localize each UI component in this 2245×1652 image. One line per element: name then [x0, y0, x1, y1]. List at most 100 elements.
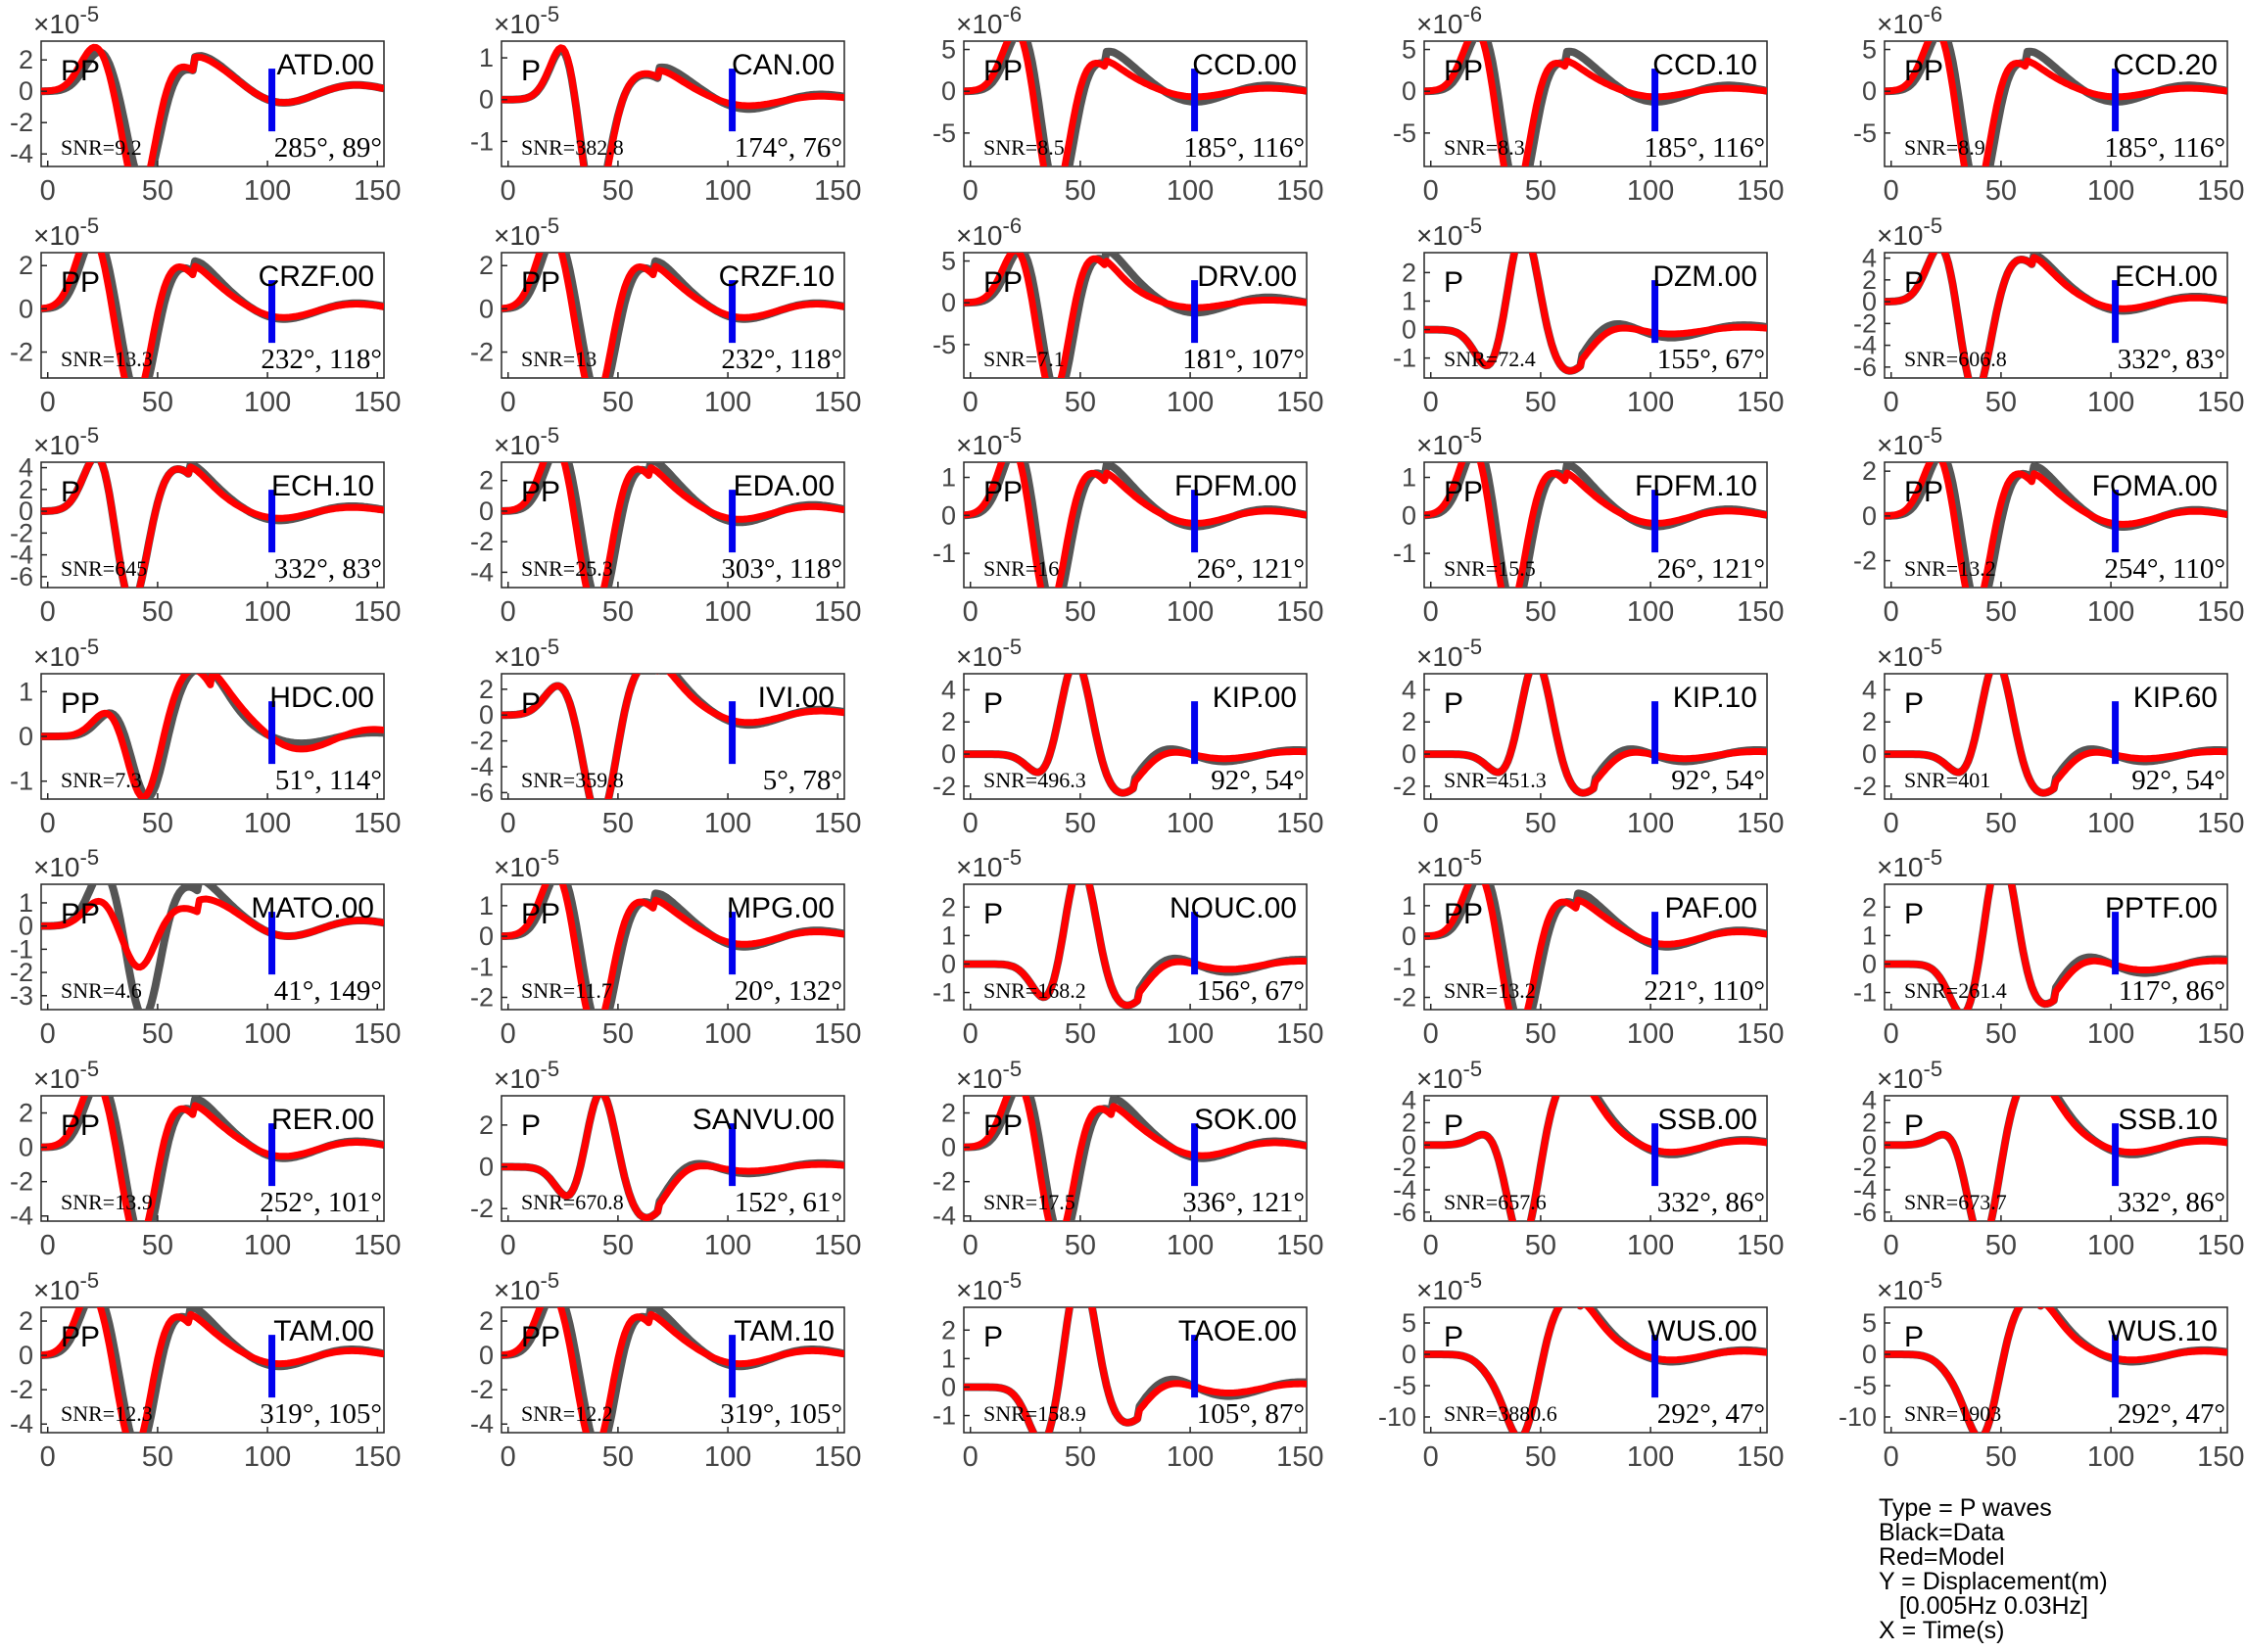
y-tick-label: 2	[1862, 456, 1877, 486]
x-tick-label: 0	[1884, 808, 1899, 839]
exponent-label: ×10-6	[1416, 2, 1482, 39]
y-tick-label: -3	[10, 981, 33, 1011]
phase-label: PP	[61, 1109, 100, 1142]
snr-label: SNR=657.6	[1444, 1190, 1547, 1214]
y-tick-label: 1	[941, 1344, 956, 1373]
x-tick-label: 0	[40, 1441, 56, 1473]
exponent-label: ×10-5	[1416, 845, 1482, 882]
y-tick-label: 2	[1402, 707, 1416, 736]
x-tick-label: 150	[2197, 808, 2244, 839]
exponent-label: ×10-5	[1877, 423, 1942, 460]
y-tick-label: -1	[10, 934, 33, 964]
x-tick-label: 100	[2087, 596, 2134, 628]
snr-label: SNR=13.9	[61, 1190, 153, 1214]
x-tick-label: 150	[2197, 1441, 2244, 1473]
x-tick-label: 100	[1627, 1230, 1674, 1261]
y-tick-label: -1	[470, 126, 494, 156]
x-tick-label: 100	[2087, 175, 2134, 207]
panel-frame	[1423, 1095, 1768, 1222]
snr-label: SNR=359.8	[521, 768, 624, 792]
x-tick-label: 150	[2197, 387, 2244, 418]
angles-label: 252°, 101°	[260, 1187, 382, 1218]
model-trace	[1885, 1096, 2227, 1221]
x-tick-label: 0	[1423, 1441, 1439, 1473]
angles-label: 181°, 107°	[1182, 344, 1305, 375]
legend-line: [0.005Hz 0.03Hz]	[1879, 1592, 2089, 1620]
angles-label: 332°, 86°	[1657, 1187, 1765, 1218]
phase-label: PP	[61, 1321, 100, 1353]
exponent-label: ×10-5	[33, 213, 99, 251]
x-tick-label: 0	[40, 1018, 56, 1050]
x-tick-label: 100	[1167, 1441, 1214, 1473]
angles-label: 292°, 47°	[2118, 1398, 2225, 1430]
y-tick-label: 2	[19, 1099, 33, 1128]
x-tick-label: 0	[963, 1441, 979, 1473]
y-tick-label: -2	[932, 772, 956, 801]
x-tick-label: 100	[2087, 387, 2134, 418]
x-tick-label: 50	[1065, 1018, 1096, 1050]
y-tick-label: -1	[470, 952, 494, 981]
y-tick-label: -2	[470, 527, 494, 556]
exponent-label: ×10-5	[494, 1057, 559, 1094]
panel-frame	[963, 461, 1308, 589]
x-tick-label: 0	[501, 1230, 516, 1261]
panel-tam-10: 0 50 100 150 2 0 -2 -4 ×10-5 PP TAM.10 SNR=12.2 319°…	[470, 1268, 861, 1473]
x-tick-label: 100	[1627, 1018, 1674, 1050]
x-tick-label: 150	[814, 175, 861, 207]
angles-label: 51°, 114°	[275, 765, 382, 796]
y-tick-label: 2	[941, 1099, 956, 1128]
x-tick-label: 100	[244, 1018, 291, 1050]
snr-label: SNR=168.2	[983, 978, 1086, 1003]
x-tick-label: 50	[1065, 1441, 1096, 1473]
exponent-label: ×10-5	[33, 2, 99, 39]
angles-label: 254°, 110°	[2104, 553, 2225, 585]
x-tick-label: 50	[142, 596, 173, 628]
x-tick-label: 100	[2087, 1018, 2134, 1050]
panel-frame	[40, 883, 385, 1011]
phase-label: PP	[983, 266, 1023, 299]
y-tick-label: 2	[1402, 258, 1416, 287]
y-tick-label: 2	[479, 1110, 494, 1140]
x-tick-label: 0	[501, 387, 516, 418]
x-tick-label: 100	[704, 1441, 751, 1473]
y-tick-label: 0	[1862, 1340, 1877, 1369]
y-tick-label: -4	[1853, 1175, 1877, 1204]
exponent-label: ×10-5	[1877, 213, 1942, 251]
y-tick-label: -2	[1393, 983, 1416, 1013]
station-label: ECH.10	[271, 470, 374, 502]
model-trace	[964, 884, 1307, 1010]
station-label: WUS.00	[1648, 1315, 1757, 1347]
panel-rer-00: 0 50 100 150 2 0 -2 -4 ×10-5 PP RER.00 SNR=13.9 252°…	[10, 1057, 401, 1261]
phase-label: PP	[1904, 55, 1943, 87]
x-tick-label: 50	[1065, 1230, 1096, 1261]
y-tick-label: -1	[1393, 539, 1416, 568]
x-tick-label: 0	[501, 175, 516, 207]
phase-label: PP	[61, 266, 100, 299]
y-tick-label: 0	[1402, 76, 1416, 106]
phase-label: PP	[1444, 898, 1483, 930]
exponent-label: ×10-6	[956, 213, 1022, 251]
panel-frame	[963, 40, 1308, 167]
x-tick-label: 150	[1737, 387, 1784, 418]
x-tick-label: 100	[1627, 387, 1674, 418]
angles-label: 185°, 116°	[1183, 132, 1305, 164]
station-label: SSB.10	[2118, 1104, 2218, 1136]
legend-line: X = Time(s)	[1879, 1617, 2005, 1644]
y-tick-label: -4	[10, 1202, 33, 1231]
y-tick-label: 2	[1862, 892, 1877, 921]
model-trace	[1424, 253, 1767, 375]
panel-sok-00: 0 50 100 150 2 0 -2 -4 ×10-5 PP SOK.00 SNR=17.5 336°…	[932, 1057, 1323, 1261]
snr-label: SNR=401	[1904, 768, 1990, 792]
snr-label: SNR=4.6	[61, 978, 142, 1003]
model-trace	[502, 44, 844, 166]
angles-label: 92°, 54°	[1211, 765, 1305, 796]
x-tick-label: 100	[1167, 808, 1214, 839]
phase-label: P	[1444, 687, 1463, 720]
